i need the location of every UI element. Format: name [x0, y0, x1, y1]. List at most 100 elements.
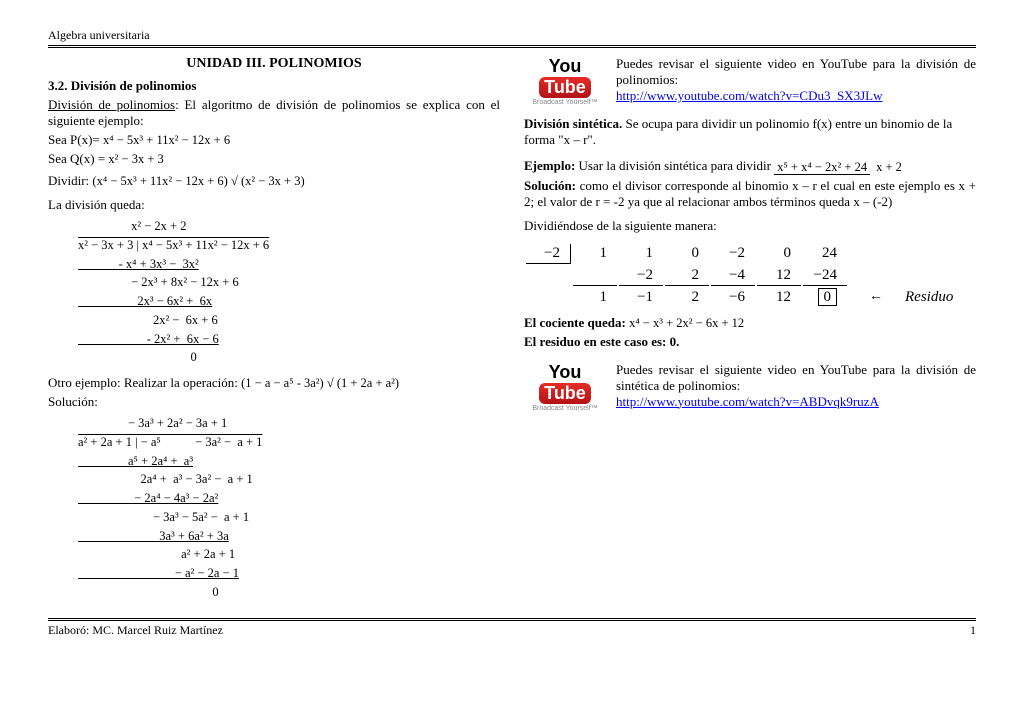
syn-r1-c6: 24	[803, 244, 847, 264]
div1-l2: x² − 3x + 3 | x⁴ − 5x³ + 11x² − 12x + 6	[78, 236, 500, 255]
sea-p-math: x⁴ − 5x³ + 11x² − 12x + 6	[103, 133, 230, 147]
cociente-line: El cociente queda: x⁴ − x³ + 2x² − 6x + …	[524, 315, 976, 331]
youtube-logo-icon: YouTube Broadcast Yourself™	[524, 362, 606, 412]
div1-l8: 0	[78, 348, 500, 367]
sol-label: Solución:	[524, 178, 576, 193]
long-division-2: − 3a³ + 2a² − 3a + 1 a² + 2a + 1 | − a⁵ …	[78, 414, 500, 602]
yt-you: You	[549, 56, 582, 76]
footer-left: Elaboró: MC. Marcel Ruiz Martínez	[48, 623, 223, 638]
content-columns: UNIDAD III. POLINOMIOS 3.2. División de …	[48, 56, 976, 610]
long-division-1: x² − 2x + 2 x² − 3x + 3 | x⁴ − 5x³ + 11x…	[78, 217, 500, 367]
yt1-link[interactable]: http://www.youtube.com/watch?v=CDu3_SX3J…	[616, 88, 882, 103]
syn-r1-c3: 0	[665, 244, 709, 264]
residuo-line: El residuo en este caso es: 0.	[524, 334, 976, 350]
yt-tube: Tube	[539, 77, 591, 98]
yt-tube: Tube	[539, 383, 591, 404]
yt2-text: Puedes revisar el siguiente video en You…	[616, 362, 976, 393]
intro-paragraph: División de polinomios: El algoritmo de …	[48, 97, 500, 129]
intro-underline: División de polinomios	[48, 97, 175, 112]
div-sint-label: División sintética.	[524, 116, 622, 131]
syn-r3-c1: 1	[573, 288, 617, 307]
syn-r3-c6: 0	[803, 288, 847, 307]
syn-r1-c4: −2	[711, 244, 755, 264]
sol-text: como el divisor corresponde al binomio x…	[524, 178, 976, 209]
div2-l6: − 3a³ − 5a² − a + 1	[78, 508, 500, 527]
otro-math: (1 − a − a⁵ - 3a²) √ (1 + 2a + a²)	[241, 376, 399, 390]
yt2-text-block: Puedes revisar el siguiente video en You…	[616, 362, 976, 410]
syn-r2-c1: −2	[619, 266, 663, 286]
div2-l10: 0	[78, 583, 500, 602]
otro-ejemplo-line: Otro ejemplo: Realizar la operación: (1 …	[48, 375, 500, 391]
fraction: x⁵ + x⁴ − 2x² + 24 x + 2	[774, 160, 905, 175]
syn-r1-c5: 0	[757, 244, 801, 264]
sea-p-line: Sea P(x)= x⁴ − 5x³ + 11x² − 12x + 6	[48, 132, 500, 148]
unit-title: UNIDAD III. POLINOMIOS	[48, 56, 500, 72]
yt-tagline: Broadcast Yourself™	[524, 99, 606, 106]
syn-r3-c2: −1	[619, 288, 663, 307]
div2-l4: 2a⁴ + a³ − 3a² − a + 1	[78, 470, 500, 489]
dividiendo-label: Dividiéndose de la siguiente manera:	[524, 218, 976, 234]
otro-label: Otro ejemplo: Realizar la operación:	[48, 375, 241, 390]
syn-r2-c4: 12	[757, 266, 801, 286]
ejemplo-text: Usar la división sintética para dividir	[575, 158, 774, 173]
division-sintetica-para: División sintética. Se ocupa para dividi…	[524, 116, 976, 148]
yt1-text: Puedes revisar el siguiente video en You…	[616, 56, 976, 87]
yt1-text-block: Puedes revisar el siguiente video en You…	[616, 56, 976, 104]
yt2-link[interactable]: http://www.youtube.com/watch?v=ABDvqk9ru…	[616, 394, 879, 409]
solucion-label: Solución:	[48, 394, 500, 410]
syn-r2-c5: −24	[803, 266, 847, 286]
div2-l3: a⁵ + 2a⁴ + a³	[78, 452, 500, 471]
ejemplo-label: Ejemplo:	[524, 158, 575, 173]
yt-tagline: Broadcast Yourself™	[524, 405, 606, 412]
residuo-label: Residuo	[895, 288, 963, 307]
cociente-label: El cociente queda:	[524, 315, 629, 330]
section-title: 3.2. División de polinomios	[48, 78, 500, 94]
div2-l1: − 3a³ + 2a² − 3a + 1	[78, 414, 500, 433]
syn-r3-c3: 2	[665, 288, 709, 307]
div1-l4: − 2x³ + 8x² − 12x + 6	[78, 273, 500, 292]
sea-q-math: x² − 3x + 3	[108, 152, 163, 166]
right-column: YouTube Broadcast Yourself™ Puedes revis…	[524, 56, 976, 610]
frac-num: x⁵ + x⁴ − 2x² + 24	[774, 160, 870, 175]
syn-r3-c5: 12	[757, 288, 801, 307]
div1-l3: - x⁴ + 3x³ − 3x²	[78, 255, 500, 274]
cociente-math: x⁴ − x³ + 2x² − 6x + 12	[629, 316, 744, 330]
div2-l7: 3a³ + 6a² + 3a	[78, 527, 500, 546]
div2-l5: − 2a⁴ − 4a³ − 2a²	[78, 489, 500, 508]
syn-r2-c2: 2	[665, 266, 709, 286]
syn-row-1: −2 1 1 0 −2 0 24	[526, 244, 963, 264]
left-column: UNIDAD III. POLINOMIOS 3.2. División de …	[48, 56, 500, 610]
div1-l5: 2x³ − 6x² + 6x	[78, 292, 500, 311]
syn-divisor: −2	[526, 244, 571, 264]
syn-r1-c2: 1	[619, 244, 663, 264]
dividir-math: (x⁴ − 5x³ + 11x² − 12x + 6) √ (x² − 3x +…	[92, 174, 304, 188]
div2-l8: a² + 2a + 1	[78, 545, 500, 564]
youtube-logo-icon: YouTube Broadcast Yourself™	[524, 56, 606, 106]
arrow-icon: ←	[849, 288, 893, 307]
dividir-line: Dividir: (x⁴ − 5x³ + 11x² − 12x + 6) √ (…	[48, 173, 500, 189]
la-division-label: La división queda:	[48, 197, 500, 213]
sea-q-line: Sea Q(x) = x² − 3x + 3	[48, 151, 500, 167]
syn-r2-c3: −4	[711, 266, 755, 286]
div1-l1: x² − 2x + 2	[78, 217, 500, 236]
div2-l9: − a² − 2a − 1	[78, 564, 500, 583]
footer-right: 1	[970, 623, 976, 638]
synthetic-division-table: −2 1 1 0 −2 0 24 −2 2 −4 12 −24	[524, 242, 965, 309]
div1-l6: 2x² − 6x + 6	[78, 311, 500, 330]
syn-r1-c1: 1	[573, 244, 617, 264]
youtube-block-1: YouTube Broadcast Yourself™ Puedes revis…	[524, 56, 976, 106]
yt-you: You	[549, 362, 582, 382]
sea-p-label: Sea P(x)=	[48, 132, 103, 147]
sea-q-label: Sea Q(x) =	[48, 151, 108, 166]
youtube-block-2: YouTube Broadcast Yourself™ Puedes revis…	[524, 362, 976, 412]
ejemplo-line: Ejemplo: Usar la división sintética para…	[524, 158, 976, 175]
dividir-label: Dividir:	[48, 173, 92, 188]
syn-row-2: −2 2 −4 12 −24	[526, 266, 963, 286]
page-header: Algebra universitaria	[48, 28, 976, 48]
solucion-para: Solución: como el divisor corresponde al…	[524, 178, 976, 210]
syn-row-3: 1 −1 2 −6 12 0 ← Residuo	[526, 288, 963, 307]
div2-l2: a² + 2a + 1 | − a⁵ − 3a² − a + 1	[78, 433, 500, 452]
frac-den: x + 2	[873, 160, 905, 174]
page-footer: Elaboró: MC. Marcel Ruiz Martínez 1	[48, 618, 976, 638]
syn-r3-c4: −6	[711, 288, 755, 307]
